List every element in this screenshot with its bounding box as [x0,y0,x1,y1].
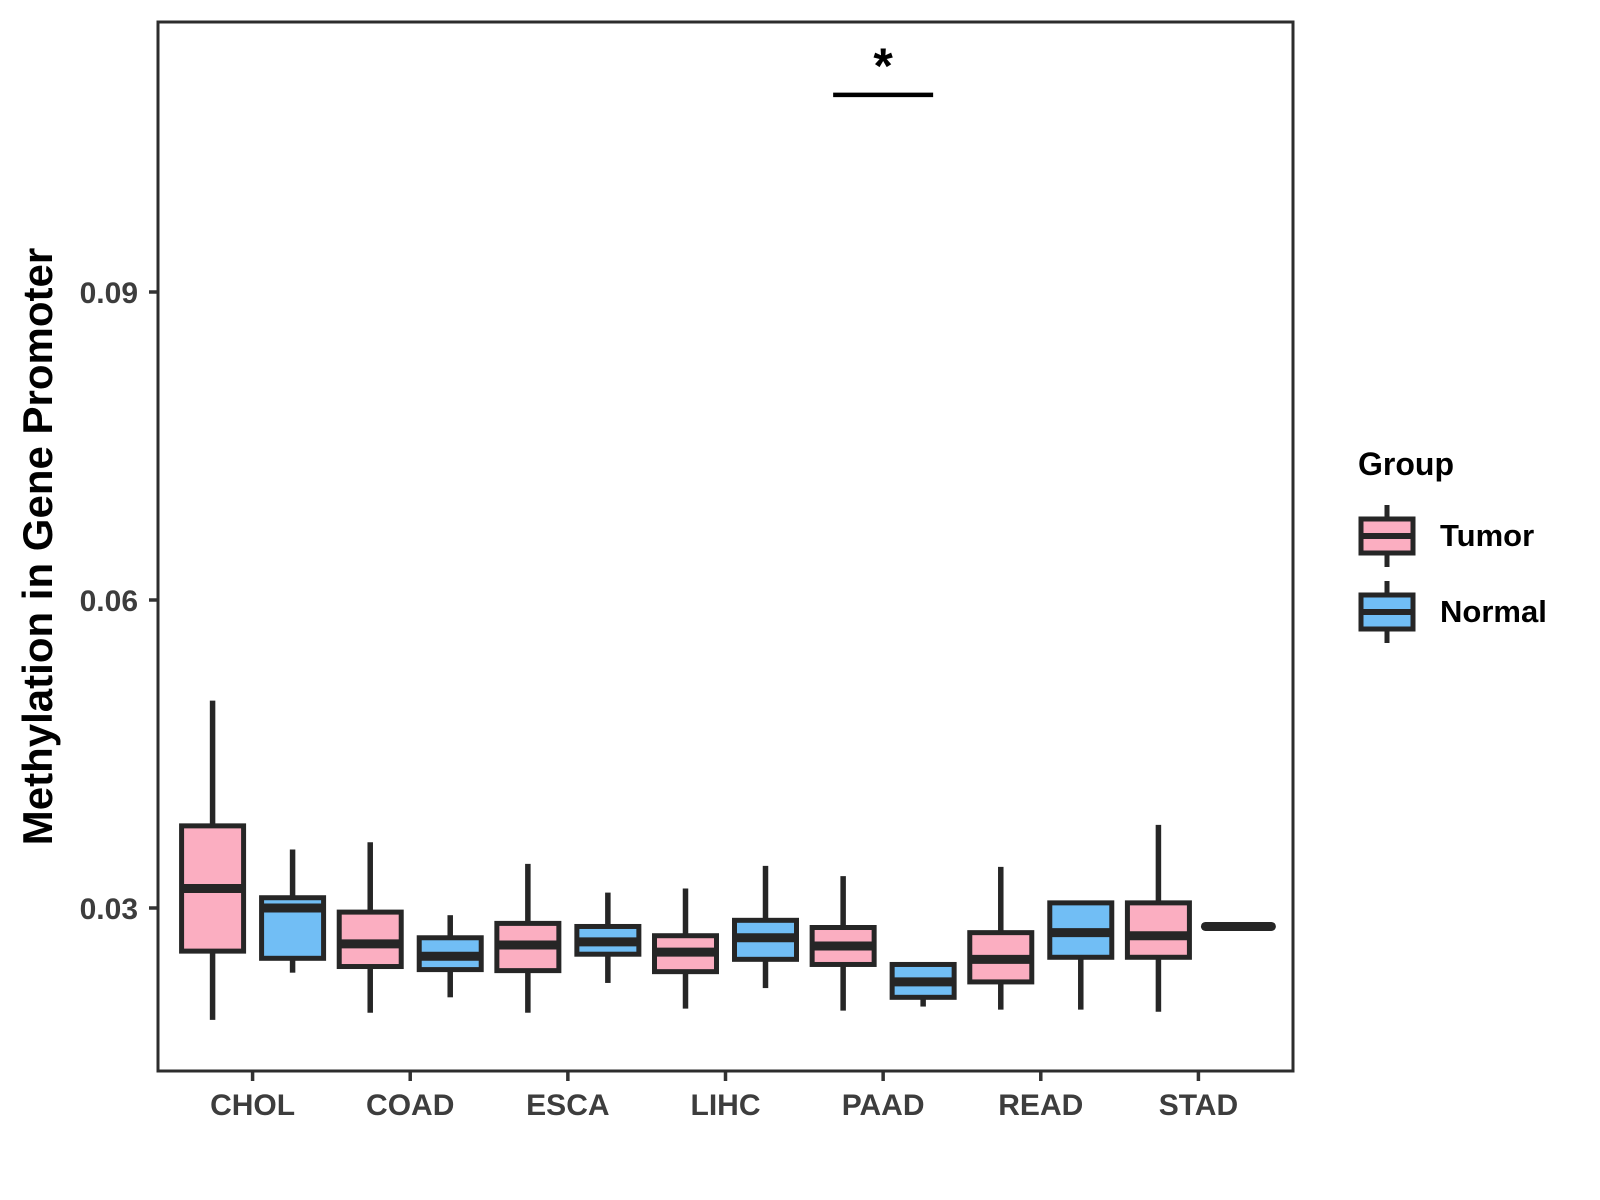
y-tick-label-0.03: 0.03 [80,893,138,926]
y-tick-label-0.09: 0.09 [80,277,138,310]
y-tick-label-0.06: 0.06 [80,585,138,618]
legend: Group Tumor Normal [1358,446,1547,655]
legend-entry-tumor: Tumor [1358,503,1547,569]
x-axis-label-READ: READ [998,1089,1083,1122]
legend-label-tumor: Tumor [1440,518,1535,553]
x-axis-label-ESCA: ESCA [526,1089,609,1122]
x-axis-label-STAD: STAD [1159,1089,1238,1122]
y-axis-title: Methylation in Gene Promoter [14,248,61,845]
legend-entry-normal: Normal [1358,579,1547,645]
panel-border [156,20,1295,1073]
x-axis-label-CHOL: CHOL [210,1089,295,1122]
legend-title: Group [1358,446,1454,482]
x-axis-label-COAD: COAD [366,1089,454,1122]
legend-key-normal-boxplot-icon [1358,581,1416,643]
significance-star: * [873,38,893,94]
box-COAD-Tumor [336,909,404,970]
box-STAD-Tumor [1124,900,1192,960]
x-axis-label-PAAD: PAAD [842,1089,925,1122]
x-axis-label-LIHC: LIHC [691,1089,761,1122]
legend-key-tumor-boxplot-icon [1358,505,1416,567]
legend-entries: Tumor Normal [1358,503,1547,645]
legend-label-normal: Normal [1440,594,1547,629]
